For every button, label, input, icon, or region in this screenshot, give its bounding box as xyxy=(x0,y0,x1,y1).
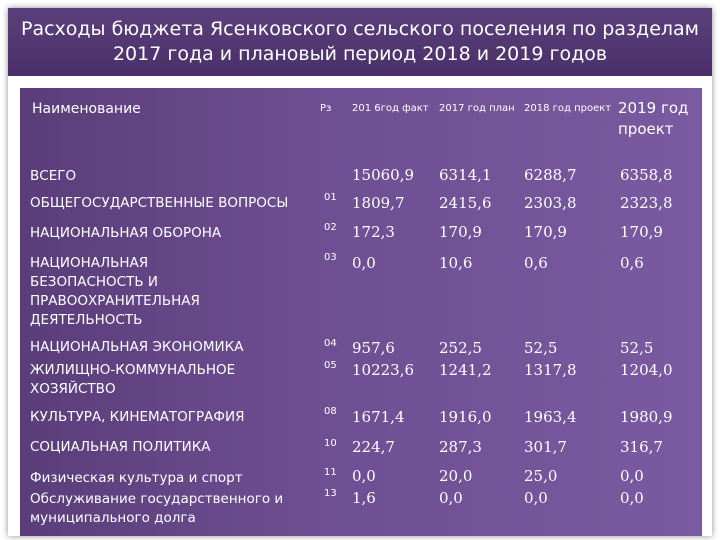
header-2019: 2019 год проект xyxy=(618,99,689,138)
row-code: 01 xyxy=(324,192,337,203)
value-2018: 170,9 xyxy=(524,223,567,241)
value-2016: 1809,7 xyxy=(352,194,405,212)
value-2019: 0,6 xyxy=(620,254,644,272)
row-name: Обслуживание государственного и муниципа… xyxy=(30,491,284,526)
value-2016: 15060,9 xyxy=(352,166,415,184)
header-2017: 2017 год план xyxy=(439,103,515,114)
budget-table: Наименование Рз 201 6год факт 2017 год п… xyxy=(20,88,702,536)
value-2016: 0,0 xyxy=(352,254,376,272)
row-code: 02 xyxy=(324,222,337,233)
value-2017: 287,3 xyxy=(439,438,482,456)
row-code: 04 xyxy=(324,338,337,349)
row-code: 08 xyxy=(324,406,337,417)
header-code: Рз xyxy=(320,103,332,114)
value-2016: 957,6 xyxy=(352,339,395,357)
row-code: 13 xyxy=(324,488,337,499)
value-2016: 172,3 xyxy=(352,223,395,241)
value-2017: 20,0 xyxy=(439,467,473,485)
value-2016: 0,0 xyxy=(352,467,376,485)
value-2019: 316,7 xyxy=(620,438,663,456)
value-2019: 6358,8 xyxy=(620,166,673,184)
slide: Расходы бюджета Ясенковского сельского п… xyxy=(8,8,712,536)
value-2019: 1980,9 xyxy=(620,408,673,426)
row-code: 11 xyxy=(324,467,337,478)
row-name: НАЦИОНАЛЬНАЯ БЕЗОПАСНОСТЬ И ПРАВООХРАНИТ… xyxy=(30,255,200,328)
header-2016: 201 6год факт xyxy=(352,103,429,114)
header-name: Наименование xyxy=(32,101,141,117)
row-code: 05 xyxy=(324,360,337,371)
row-code: 10 xyxy=(324,438,337,449)
value-2016: 224,7 xyxy=(352,438,395,456)
row-name: НАЦИОНАЛЬНАЯ ЭКОНОМИКА xyxy=(30,339,244,355)
value-2016: 1671,4 xyxy=(352,408,405,426)
value-2017: 0,0 xyxy=(439,489,463,507)
row-name: СОЦИАЛЬНАЯ ПОЛИТИКА xyxy=(30,439,211,455)
value-2017: 170,9 xyxy=(439,223,482,241)
value-2019: 0,0 xyxy=(620,467,644,485)
row-name: Физическая культура и спорт xyxy=(30,470,243,486)
value-2016: 10223,6 xyxy=(352,361,415,379)
value-2016: 1,6 xyxy=(352,489,376,507)
value-2017: 1241,2 xyxy=(439,361,492,379)
row-name: ВСЕГО xyxy=(30,168,77,184)
row-name: НАЦИОНАЛЬНАЯ ОБОРОНА xyxy=(30,225,222,241)
value-2019: 170,9 xyxy=(620,223,663,241)
value-2017: 1916,0 xyxy=(439,408,492,426)
value-2018: 0,6 xyxy=(524,254,548,272)
value-2017: 10,6 xyxy=(439,254,473,272)
value-2017: 6314,1 xyxy=(439,166,492,184)
value-2018: 6288,7 xyxy=(524,166,577,184)
value-2017: 2415,6 xyxy=(439,194,492,212)
title-line-2: 2017 года и плановый период 2018 и 2019 … xyxy=(112,43,608,65)
value-2018: 2303,8 xyxy=(524,194,577,212)
row-name: ОБЩЕГОСУДАРСТВЕННЫЕ ВОПРОСЫ xyxy=(30,195,289,211)
row-code: 03 xyxy=(324,252,337,263)
value-2017: 252,5 xyxy=(439,339,482,357)
row-name: КУЛЬТУРА, КИНЕМАТОГРАФИЯ xyxy=(30,409,245,425)
title-line-1: Расходы бюджета Ясенковского сельского п… xyxy=(20,18,700,40)
value-2018: 301,7 xyxy=(524,438,567,456)
value-2018: 52,5 xyxy=(524,339,558,357)
value-2018: 1963,4 xyxy=(524,408,577,426)
value-2018: 1317,8 xyxy=(524,361,577,379)
value-2018: 25,0 xyxy=(524,467,558,485)
value-2018: 0,0 xyxy=(524,489,548,507)
value-2019: 0,0 xyxy=(620,489,644,507)
row-name: ЖИЛИЩНО-КОММУНАЛЬНОЕ ХОЗЯЙСТВО xyxy=(30,362,236,397)
slide-title: Расходы бюджета Ясенковского сельского п… xyxy=(8,8,712,76)
header-2018: 2018 год проект xyxy=(524,103,612,114)
value-2019: 1204,0 xyxy=(620,361,673,379)
value-2019: 52,5 xyxy=(620,339,654,357)
value-2019: 2323,8 xyxy=(620,194,673,212)
